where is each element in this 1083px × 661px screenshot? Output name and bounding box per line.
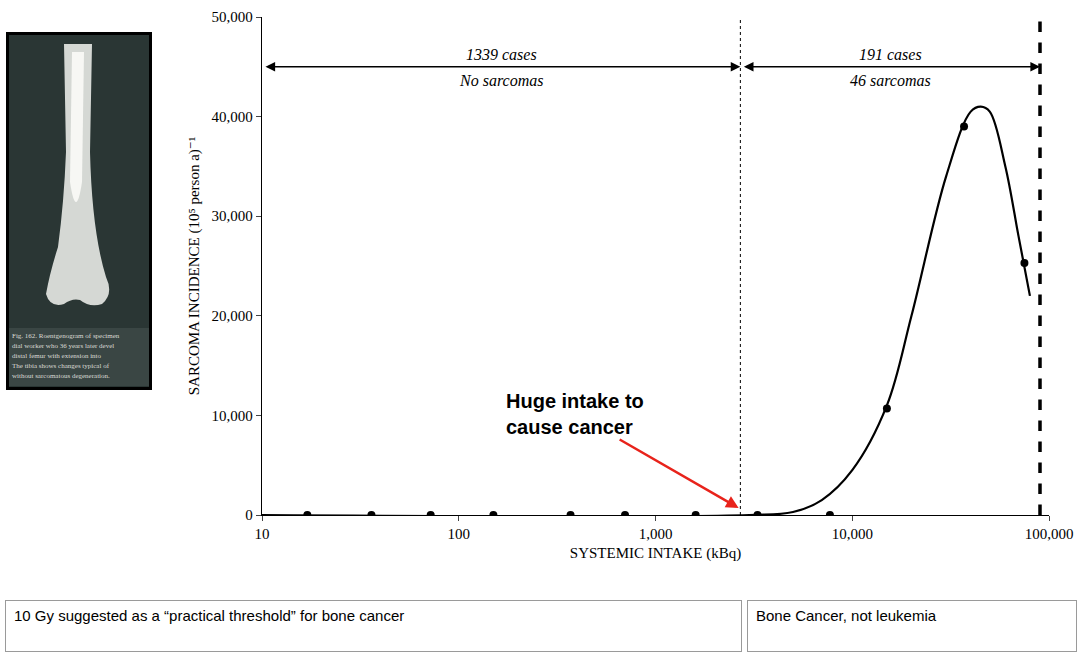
svg-text:SARCOMA INCIDENCE (10⁵ person: SARCOMA INCIDENCE (10⁵ person a)⁻¹: [186, 137, 203, 395]
svg-text:No sarcomas: No sarcomas: [459, 72, 543, 89]
svg-text:20,000: 20,000: [212, 308, 253, 324]
html-text:10 Gy suggested as a “practica: 10 Gy suggested as a “practical threshol…: [14, 607, 405, 624]
svg-text:The tibia shows changes typica: The tibia shows changes typical of: [12, 362, 110, 370]
svg-text:Fig. 162. Roentgenogram of spe: Fig. 162. Roentgenogram of specimen: [12, 332, 120, 340]
svg-text:distal femur with extension in: distal femur with extension into: [12, 352, 102, 360]
svg-text:30,000: 30,000: [212, 208, 253, 224]
svg-text:46 sarcomas: 46 sarcomas: [850, 72, 931, 89]
svg-text:40,000: 40,000: [212, 109, 253, 125]
svg-text:100,000: 100,000: [1025, 526, 1074, 542]
svg-text:Huge intake tocause cancer: Huge intake tocause cancer: [506, 390, 644, 438]
svg-text:10: 10: [255, 526, 270, 542]
svg-text:50,000: 50,000: [212, 9, 253, 25]
svg-text:10,000: 10,000: [832, 526, 873, 542]
svg-text:1,000: 1,000: [639, 526, 673, 542]
svg-text:dial worker who 36 years later: dial worker who 36 years later devel: [12, 342, 114, 350]
html-text:Bone Cancer, not leukemia: Bone Cancer, not leukemia: [756, 607, 937, 624]
svg-text:10,000: 10,000: [212, 408, 253, 424]
svg-text:without sarcomatous degenerati: without sarcomatous degeneration.: [12, 372, 110, 380]
svg-text:1339 cases: 1339 cases: [466, 46, 537, 63]
svg-text:191 cases: 191 cases: [859, 46, 922, 63]
svg-text:100: 100: [448, 526, 471, 542]
svg-text:SYSTEMIC INTAKE (kBq): SYSTEMIC INTAKE (kBq): [570, 545, 741, 562]
svg-text:0: 0: [245, 507, 253, 523]
